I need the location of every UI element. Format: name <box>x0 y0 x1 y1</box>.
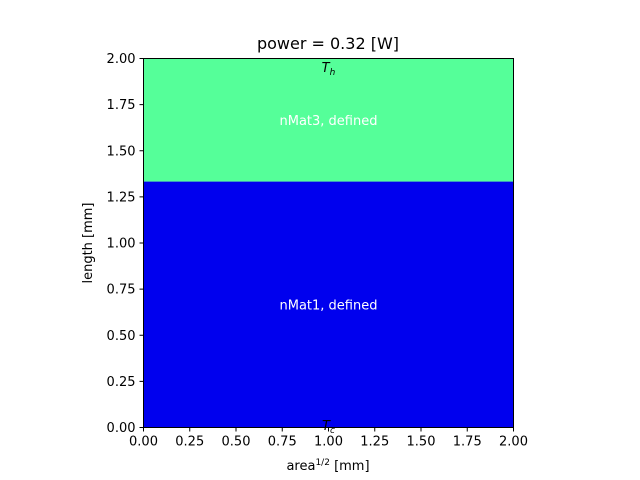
y-axis-label: length [mm] <box>81 202 96 283</box>
y-axis-ticks: 0.00 0.25 0.50 0.75 1.00 1.25 1.50 1.75 2.00 <box>107 52 144 436</box>
region-labels: nMat1, defined nMat3, defined <box>280 114 378 314</box>
y-tick-label: 1.50 <box>107 144 136 159</box>
y-tick-label: 1.00 <box>107 237 136 252</box>
x-tick-label: 0.00 <box>129 435 158 450</box>
y-tick-label: 0.75 <box>107 283 136 298</box>
x-tick-label: 1.50 <box>407 435 436 450</box>
region-label-1: nMat3, defined <box>280 114 378 129</box>
annotation-hot: Th <box>322 61 336 78</box>
y-tick-label: 1.25 <box>107 190 136 205</box>
x-tick-label: 1.00 <box>314 435 343 450</box>
y-tick-label: 1.75 <box>107 98 136 113</box>
x-tick-label: 2.00 <box>499 435 528 450</box>
y-tick-label: 0.50 <box>107 329 136 344</box>
x-tick-label: 0.75 <box>268 435 297 450</box>
region-label-0: nMat1, defined <box>280 299 378 314</box>
region-0 <box>143 181 514 428</box>
y-tick-label: 0.25 <box>107 375 136 390</box>
x-tick-label: 0.25 <box>175 435 204 450</box>
annotation-cold: Tc <box>322 419 335 436</box>
x-axis-ticks: 0.00 0.25 0.50 0.75 1.00 1.25 1.50 1.75 2.00 <box>129 427 528 450</box>
x-tick-label: 1.25 <box>360 435 389 450</box>
region-1 <box>143 58 514 182</box>
x-tick-label: 0.50 <box>222 435 251 450</box>
x-axis-label: area1/2 [mm] <box>286 458 369 474</box>
temperature-annotations: Th Tc <box>322 61 336 436</box>
plot-regions <box>143 58 514 428</box>
x-tick-label: 1.75 <box>453 435 482 450</box>
chart-title: power = 0.32 [W] <box>257 34 399 53</box>
y-tick-label: 2.00 <box>107 52 136 67</box>
y-tick-label: 0.00 <box>107 421 136 436</box>
